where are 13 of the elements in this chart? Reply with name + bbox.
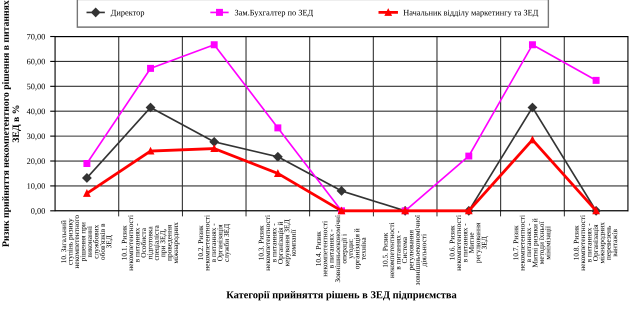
y-tick-label: 10,00: [27, 183, 46, 190]
legend-label: Директор: [110, 10, 144, 18]
legend-label: Начальник відділу маркетингу та ЗЕД: [403, 10, 538, 18]
y-tick-label: 40,00: [26, 108, 46, 116]
y-tick-label: 0,00: [31, 208, 46, 215]
y-axis-title: Ризик прийняття некомпетентного рішення в питаннях ЗЕД в %: [2, 0, 22, 247]
y-tick-label: 30,00: [26, 133, 46, 140]
y-tick-label: 60,00: [26, 58, 46, 66]
x-axis-title: Категорії прийняття рішень в ЗЕД підприємства: [226, 290, 457, 300]
y-tick-label: 70,00: [27, 34, 46, 41]
legend-label: Зам.Бухгалтер по ЗЕД: [234, 10, 314, 18]
y-tick-label: 50,00: [27, 84, 46, 90]
y-tick-label: 20,00: [26, 158, 46, 166]
